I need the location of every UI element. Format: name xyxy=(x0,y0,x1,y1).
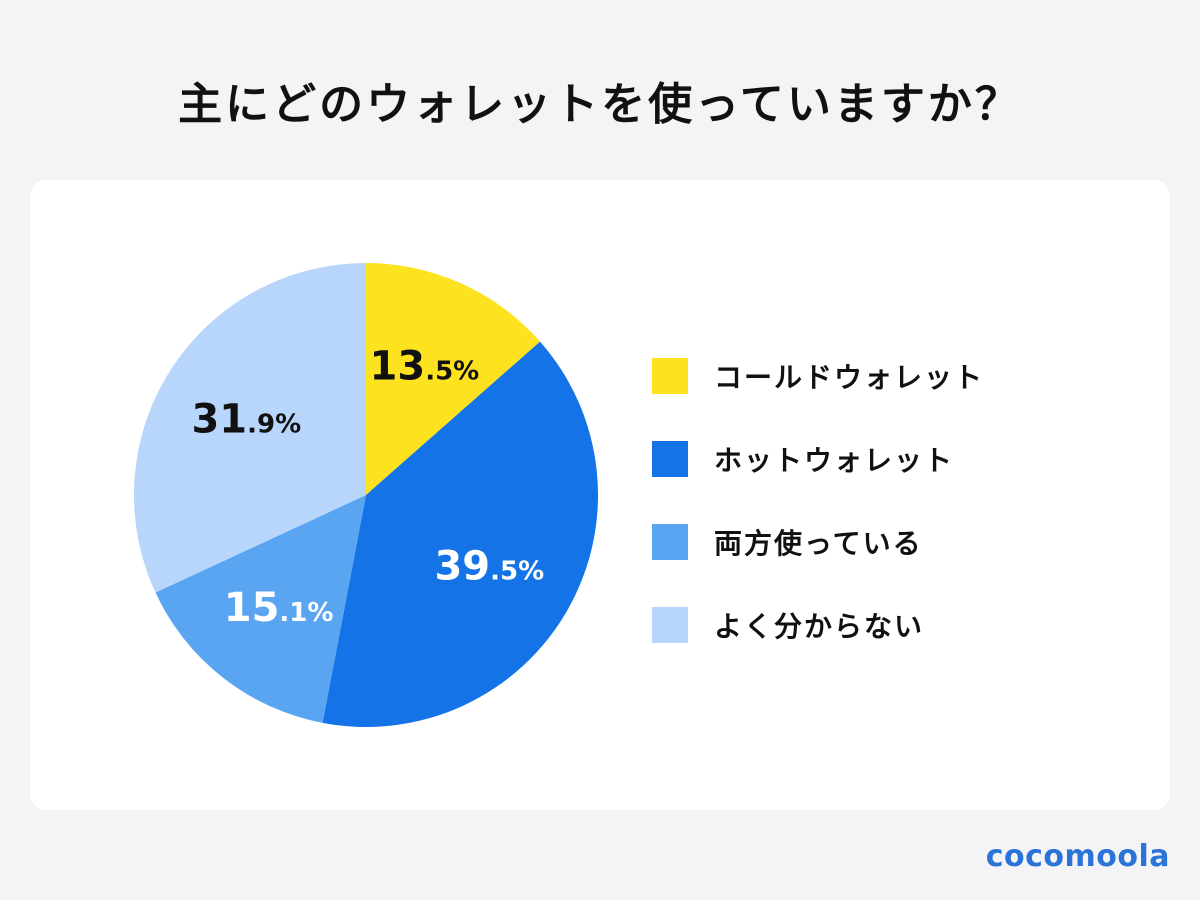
legend-item-both: 両方使っている xyxy=(652,521,984,563)
pie-data-label: 31.9% xyxy=(191,397,301,443)
legend-label: ホットウォレット xyxy=(714,444,955,477)
brand-logo: cocomoola xyxy=(985,839,1170,874)
pie-slice-not-sure xyxy=(133,263,366,593)
chart-title: 主にどのウォレットを使っていますか？ xyxy=(178,79,1022,130)
legend-swatch xyxy=(652,441,688,477)
legend-label: コールドウォレット xyxy=(714,361,985,394)
pie-slice-both xyxy=(155,495,366,723)
legend-swatch xyxy=(652,607,688,643)
legend-label: 両方使っている xyxy=(714,527,923,560)
chart-panel: 13.5% 39.5% 15.1% 31.9% コールドウォレット ホットウォレット … xyxy=(30,180,1170,810)
legend-swatch xyxy=(652,358,688,394)
legend-item-cold-wallet: コールドウォレット xyxy=(652,355,984,397)
legend-item-not-sure: よく分からない xyxy=(652,604,984,646)
pie-slice-hot-wallet xyxy=(322,341,598,727)
legend: コールドウォレット ホットウォレット 両方使っている よく分からない xyxy=(652,355,984,687)
legend-item-hot-wallet: ホットウォレット xyxy=(652,438,984,480)
pie-data-label: 39.5% xyxy=(434,543,544,589)
legend-label: よく分からない xyxy=(714,610,925,643)
pie-data-label: 15.1% xyxy=(224,585,334,631)
pie-slice-cold-wallet xyxy=(366,263,541,495)
pie-chart: 13.5% 39.5% 15.1% 31.9% xyxy=(133,263,598,727)
legend-swatch xyxy=(652,524,688,560)
pie-data-label: 13.5% xyxy=(370,344,480,390)
